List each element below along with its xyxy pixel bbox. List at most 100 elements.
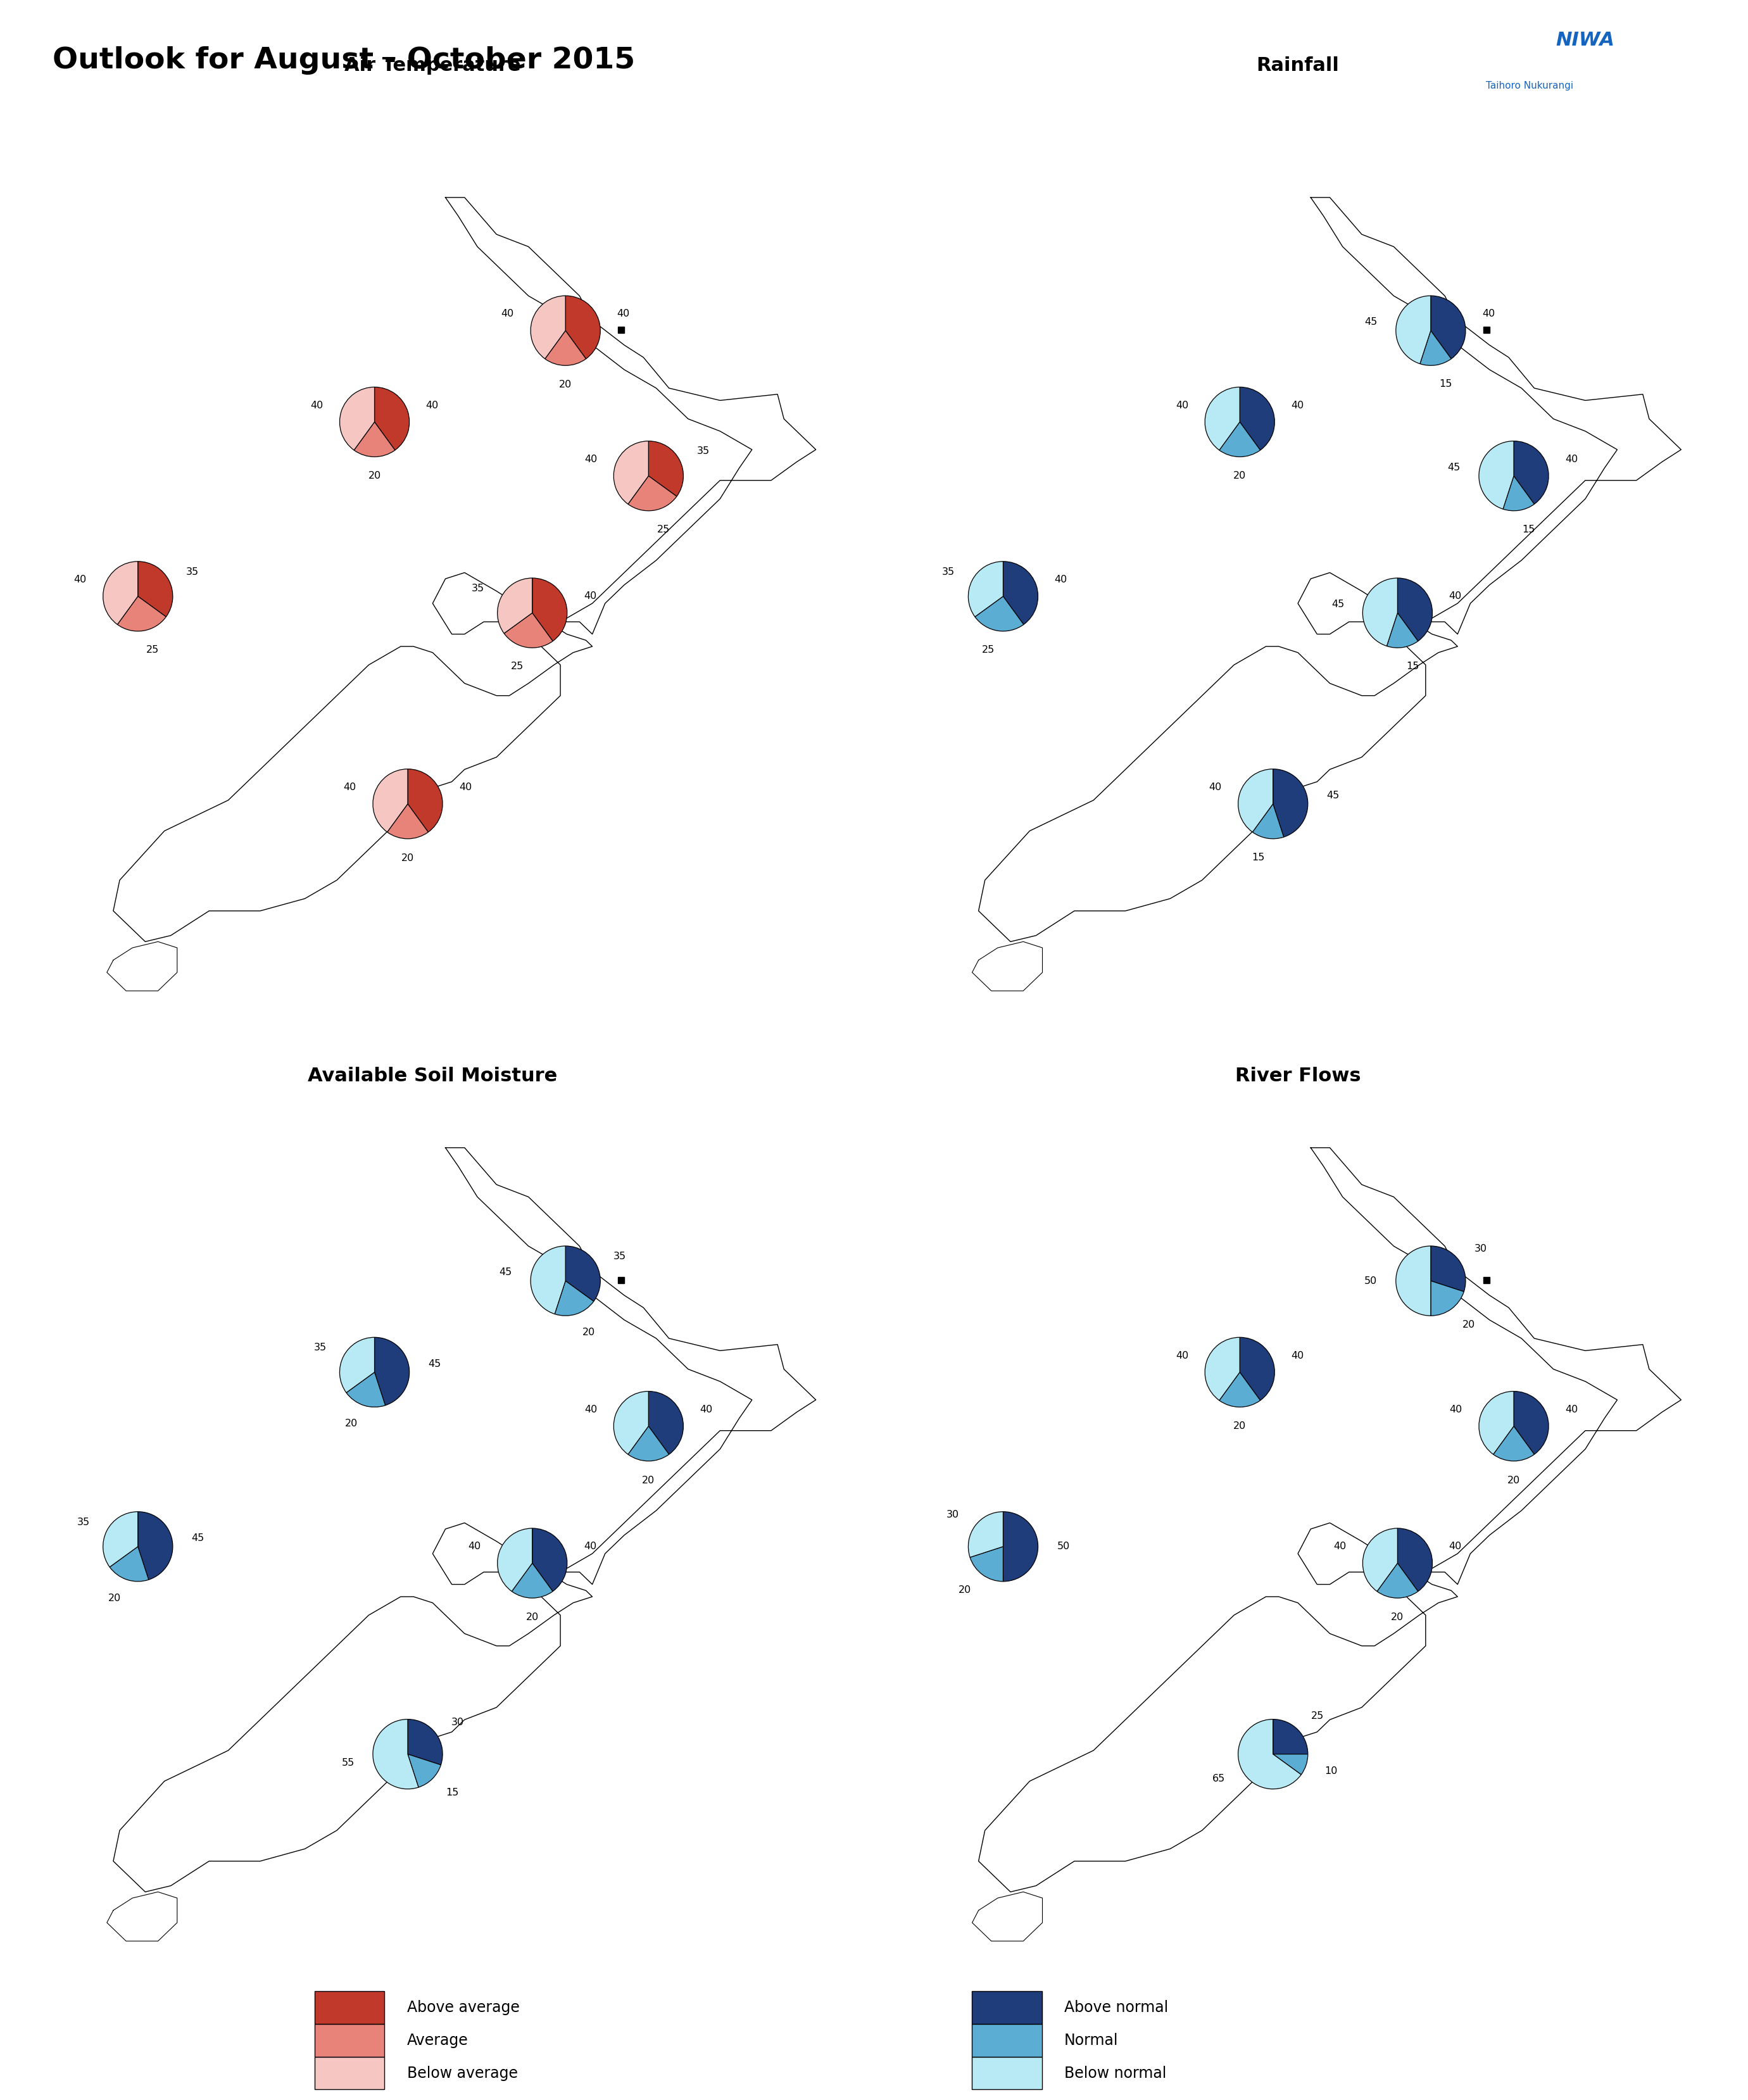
Text: 15: 15 — [1439, 380, 1453, 388]
Text: 10: 10 — [1325, 1766, 1337, 1777]
Wedge shape — [1398, 578, 1432, 640]
Bar — [315, 1991, 385, 2024]
Wedge shape — [545, 330, 586, 365]
Text: 40: 40 — [584, 1405, 598, 1413]
Wedge shape — [1220, 1371, 1260, 1407]
Wedge shape — [1397, 296, 1430, 363]
Text: 40: 40 — [73, 575, 86, 584]
Wedge shape — [1204, 1338, 1239, 1401]
Wedge shape — [1430, 1245, 1465, 1292]
Text: 35: 35 — [697, 447, 710, 456]
Wedge shape — [138, 1512, 173, 1579]
Text: 40: 40 — [460, 783, 472, 792]
Text: 40: 40 — [1482, 309, 1495, 319]
Text: 40: 40 — [468, 1541, 481, 1552]
Wedge shape — [374, 1338, 409, 1405]
Text: 15: 15 — [446, 1787, 458, 1798]
Wedge shape — [628, 477, 676, 510]
Wedge shape — [1238, 769, 1273, 832]
Wedge shape — [407, 1720, 442, 1764]
Text: 40: 40 — [1054, 575, 1068, 584]
Polygon shape — [107, 941, 177, 991]
Text: 40: 40 — [1334, 1541, 1346, 1552]
Wedge shape — [1239, 386, 1274, 449]
Polygon shape — [1458, 344, 1461, 347]
Text: Normal: Normal — [1065, 2033, 1119, 2048]
Polygon shape — [593, 344, 596, 347]
Polygon shape — [972, 1892, 1042, 1940]
Text: 40: 40 — [427, 401, 439, 410]
Bar — [972, 2024, 1042, 2056]
Wedge shape — [1363, 1529, 1398, 1592]
Bar — [972, 2056, 1042, 2090]
Wedge shape — [1273, 769, 1308, 838]
Wedge shape — [1386, 613, 1418, 647]
Text: 20: 20 — [402, 853, 414, 863]
Wedge shape — [970, 1546, 1003, 1581]
Wedge shape — [498, 1529, 533, 1592]
Polygon shape — [972, 941, 1042, 991]
Wedge shape — [1239, 1338, 1274, 1401]
Text: 20: 20 — [559, 380, 572, 388]
Text: 20: 20 — [642, 1476, 656, 1485]
Text: 40: 40 — [1449, 592, 1461, 601]
Text: 20: 20 — [526, 1613, 538, 1621]
Wedge shape — [1479, 1392, 1514, 1455]
Text: 15: 15 — [1252, 853, 1264, 861]
Wedge shape — [512, 1562, 552, 1598]
Wedge shape — [1003, 1512, 1038, 1581]
Text: 40: 40 — [311, 401, 323, 410]
Wedge shape — [1397, 1245, 1430, 1317]
Wedge shape — [1273, 1753, 1308, 1774]
Wedge shape — [1430, 296, 1465, 359]
Text: 45: 45 — [1332, 601, 1344, 609]
Wedge shape — [1419, 330, 1451, 365]
Text: Outlook for August - October 2015: Outlook for August - October 2015 — [52, 46, 635, 76]
Text: 25: 25 — [1311, 1712, 1323, 1720]
Text: 40: 40 — [584, 454, 598, 464]
Polygon shape — [107, 1892, 177, 1940]
Wedge shape — [1363, 578, 1398, 647]
Wedge shape — [1514, 1392, 1549, 1455]
Wedge shape — [339, 1338, 374, 1392]
Polygon shape — [434, 1149, 816, 1583]
Wedge shape — [503, 613, 552, 647]
Wedge shape — [1514, 441, 1549, 504]
Polygon shape — [593, 1294, 596, 1296]
Polygon shape — [617, 1277, 624, 1283]
Text: 40: 40 — [1210, 783, 1222, 792]
Text: 35: 35 — [313, 1342, 327, 1352]
Text: 40: 40 — [1564, 454, 1578, 464]
Text: Below average: Below average — [407, 2066, 517, 2081]
Text: 50: 50 — [1363, 1277, 1377, 1285]
Text: 25: 25 — [147, 645, 159, 655]
Text: 30: 30 — [1475, 1245, 1488, 1254]
Polygon shape — [979, 1573, 1458, 1892]
Text: 35: 35 — [472, 584, 484, 592]
Wedge shape — [117, 596, 166, 632]
Text: 45: 45 — [428, 1359, 440, 1369]
Text: 20: 20 — [582, 1327, 594, 1338]
Text: 35: 35 — [185, 567, 199, 578]
Text: 45: 45 — [1365, 317, 1377, 328]
Text: 25: 25 — [657, 525, 669, 533]
Wedge shape — [1253, 804, 1283, 838]
Text: NIWA: NIWA — [1556, 31, 1615, 48]
Wedge shape — [1398, 1529, 1432, 1592]
Polygon shape — [114, 622, 593, 941]
Polygon shape — [1297, 1149, 1682, 1583]
Text: Rainfall: Rainfall — [1257, 57, 1339, 76]
Text: Below normal: Below normal — [1065, 2066, 1166, 2081]
Wedge shape — [339, 386, 374, 449]
Text: Above average: Above average — [407, 1999, 519, 2016]
Text: 40: 40 — [1449, 1541, 1461, 1552]
Text: 15: 15 — [1523, 525, 1535, 533]
Wedge shape — [138, 561, 173, 617]
Wedge shape — [110, 1546, 149, 1581]
Wedge shape — [388, 804, 428, 838]
Text: 20: 20 — [1463, 1319, 1475, 1329]
Wedge shape — [649, 441, 683, 496]
Wedge shape — [1503, 477, 1535, 510]
Text: 30: 30 — [451, 1718, 465, 1726]
Wedge shape — [103, 1512, 138, 1567]
